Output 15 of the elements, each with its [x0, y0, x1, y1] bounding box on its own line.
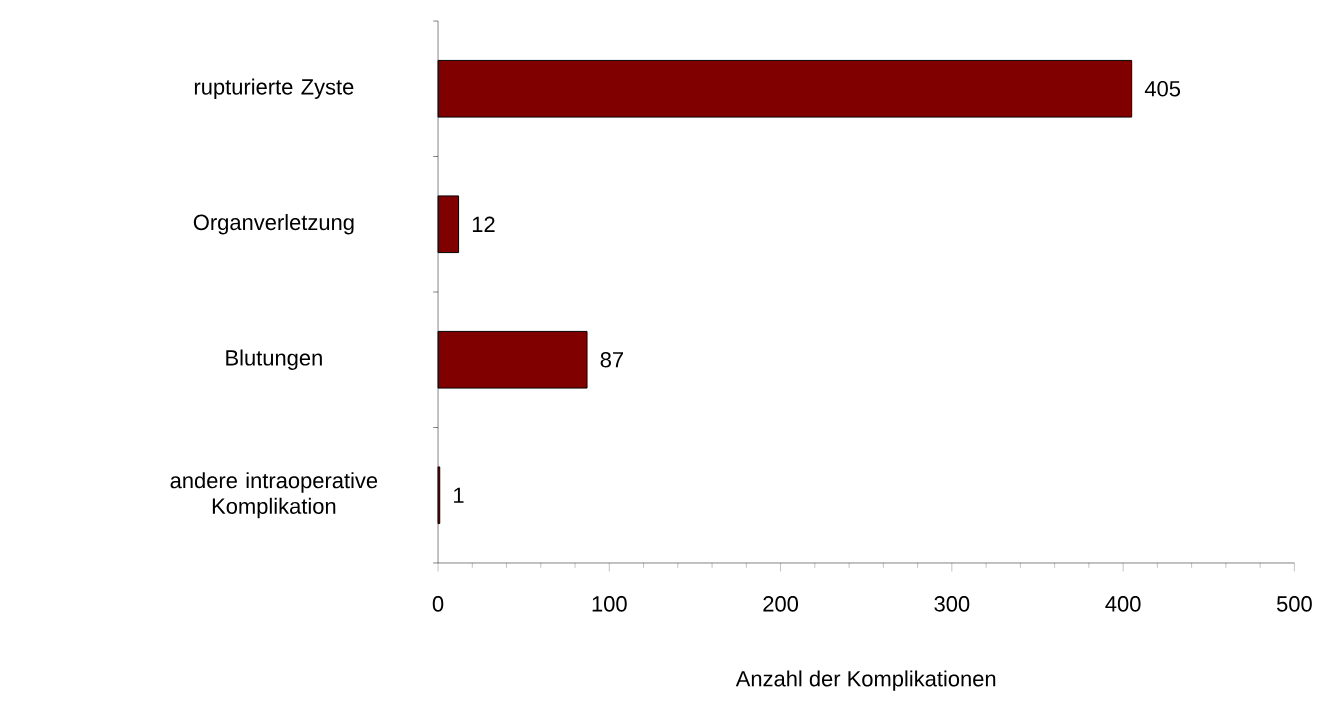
data-label: 12: [472, 216, 495, 232]
y-tick-label: rupturierte Zyste: [194, 78, 354, 99]
data-label: 87: [600, 351, 624, 368]
x-tick-label: 300: [934, 595, 970, 612]
data-label: 1: [454, 487, 464, 503]
x-tick-label: 0: [432, 595, 444, 612]
x-tick-label: 500: [1276, 595, 1312, 612]
y-tick-label: Organverletzung: [193, 213, 354, 235]
x-tick-label: 200: [763, 595, 799, 612]
x-tick-label: 400: [1105, 595, 1141, 612]
x-tick-label: 100: [592, 595, 627, 612]
y-tick-label: Blutungen: [226, 349, 322, 370]
data-label: 405: [1144, 80, 1181, 97]
y-tick-label: andere intraoperative Komplikation: [170, 471, 378, 519]
x-axis-title: Anzahl der Komplikationen: [735, 670, 996, 691]
